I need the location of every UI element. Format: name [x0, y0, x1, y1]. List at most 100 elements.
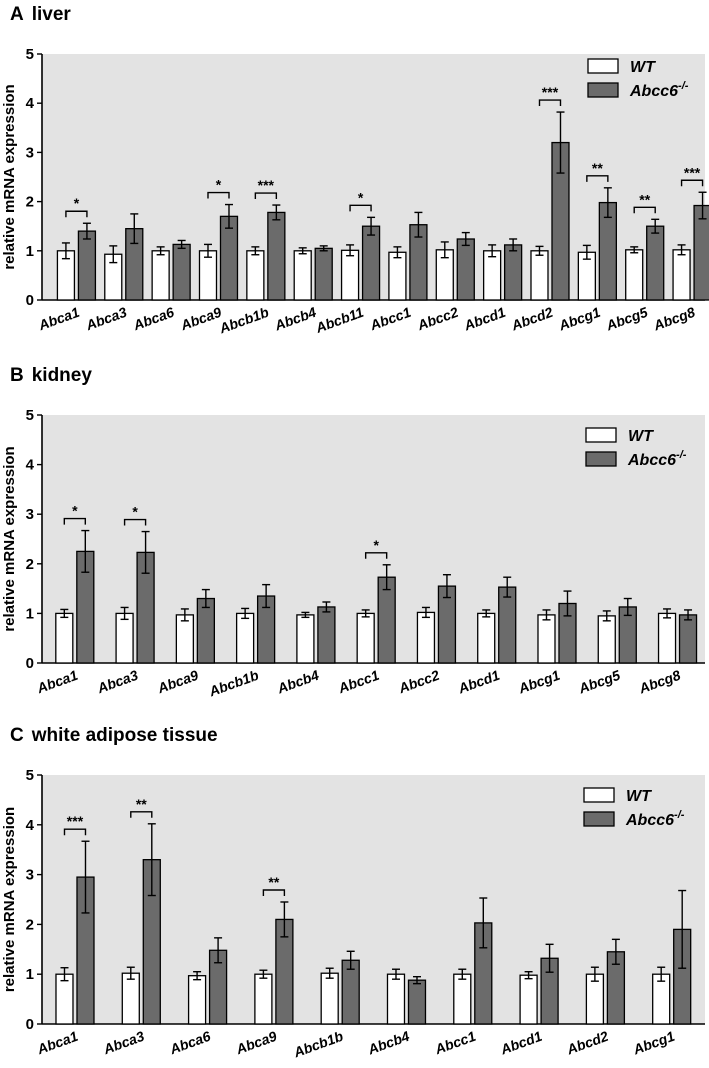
- bar-wt: [537, 614, 556, 664]
- x-tick-label: Abcb1b: [216, 304, 271, 337]
- bar-wt: [296, 614, 315, 664]
- x-tick-label: Abcg1: [515, 667, 562, 697]
- significance-bracket: [349, 204, 372, 212]
- y-tick-label: 5: [26, 767, 34, 784]
- x-tick-label: Abcc1: [335, 667, 381, 697]
- legend-label-ko: Abcc6-/-: [625, 809, 685, 829]
- significance-label: *: [358, 189, 364, 205]
- significance-label: ***: [258, 177, 275, 193]
- bar-wt: [453, 973, 472, 1025]
- legend-label-ko: Abcc6-/-: [629, 80, 689, 100]
- bar-wt: [530, 250, 549, 301]
- y-tick-label: 1: [26, 966, 34, 983]
- x-tick-label: Abca3: [83, 304, 129, 334]
- x-tick-label: Abcb1b: [291, 1028, 346, 1061]
- bar-wt: [235, 612, 255, 664]
- x-tick-label: Abcb4: [274, 667, 321, 697]
- x-tick-label: Abcd2: [564, 1028, 611, 1058]
- bar-wt: [519, 974, 538, 1025]
- legend: WT Abcc6-/-: [587, 58, 689, 100]
- panel-letter: A: [10, 4, 24, 25]
- significance-bracket: [633, 206, 656, 214]
- x-tick-label: Abcd1: [455, 667, 502, 697]
- panel-tissue: kidney: [32, 365, 93, 386]
- bar-ko: [407, 979, 427, 1025]
- bar-ko: [172, 243, 191, 301]
- legend-swatch-ko: [587, 82, 619, 98]
- bar-ko: [196, 597, 216, 664]
- bar-wt: [657, 612, 677, 664]
- significance-bracket: [262, 889, 286, 896]
- x-tick-label: Abcg1: [556, 304, 603, 334]
- significance-label: ***: [67, 813, 84, 829]
- bar-ko: [646, 225, 665, 301]
- legend-label-wt: WT: [630, 59, 656, 76]
- legend: WT Abcc6-/-: [585, 427, 687, 469]
- significance-bracket: [63, 828, 87, 836]
- y-tick-label: 0: [26, 655, 34, 672]
- bar-ko: [267, 211, 286, 301]
- y-tick-label: 2: [26, 916, 34, 933]
- bar-wt: [386, 973, 406, 1025]
- legend-swatch-ko: [583, 811, 615, 827]
- x-tick-label: Abcb1b: [206, 667, 261, 700]
- y-tick-label: 4: [26, 817, 35, 834]
- legend-label-ko-name: Abcc6: [629, 83, 678, 100]
- bar-wt: [175, 614, 195, 664]
- x-tick-label: Abca9: [154, 667, 200, 697]
- panel-letter: B: [10, 365, 24, 386]
- significance-bracket: [63, 517, 87, 525]
- y-axis-label: relative mRNA expression: [1, 807, 18, 992]
- x-tick-label: Abca1: [34, 1028, 80, 1058]
- legend-swatch-wt: [587, 58, 619, 74]
- legend-label-wt: WT: [628, 428, 654, 445]
- y-tick-label: 3: [26, 506, 34, 523]
- bar-wt: [115, 612, 134, 664]
- significance-label: *: [216, 177, 222, 193]
- legend-swatch-wt: [583, 787, 615, 803]
- x-tick-label: Abca9: [178, 304, 224, 334]
- bar-ko: [503, 244, 523, 301]
- bar-wt: [254, 973, 273, 1025]
- x-tick-label: Abca1: [36, 304, 82, 334]
- significance-bracket: [254, 192, 278, 200]
- significance-label: ***: [684, 164, 701, 180]
- legend-label-wt: WT: [626, 788, 652, 805]
- x-tick-label: Abcg1: [630, 1028, 677, 1058]
- bar-wt: [625, 249, 644, 301]
- bar-wt: [121, 972, 140, 1025]
- significance-label: **: [268, 874, 279, 890]
- x-tick-label: Abca1: [34, 667, 80, 697]
- x-tick-label: Abcd2: [508, 304, 555, 334]
- y-tick-label: 3: [26, 144, 34, 161]
- x-tick-label: Abcg5: [603, 304, 650, 334]
- bar-ko: [498, 586, 517, 664]
- x-tick-label: Abca9: [233, 1028, 279, 1058]
- significance-label: **: [136, 796, 147, 812]
- x-tick-label: Abcc2: [414, 304, 460, 334]
- bar-wt: [187, 975, 207, 1025]
- significance-label: *: [132, 504, 138, 520]
- bar-wt: [416, 611, 436, 664]
- legend-label-ko-superscript: -/-: [676, 449, 687, 461]
- bar-ko: [456, 238, 475, 301]
- bar-wt: [55, 612, 74, 664]
- y-tick-label: 0: [26, 292, 34, 309]
- x-tick-label: Abcb4: [365, 1028, 412, 1058]
- y-tick-label: 4: [26, 457, 35, 474]
- panel-tissue: liver: [32, 4, 72, 25]
- y-tick-label: 4: [26, 95, 35, 112]
- significance-bracket: [65, 210, 88, 218]
- bar-ko: [317, 606, 336, 664]
- bar-wt: [482, 250, 502, 301]
- bar-wt: [388, 251, 407, 301]
- significance-bracket: [207, 191, 230, 199]
- panel-letter: C: [10, 725, 24, 746]
- x-tick-label: Abcd1: [497, 1028, 544, 1058]
- x-tick-label: Abca6: [130, 304, 176, 334]
